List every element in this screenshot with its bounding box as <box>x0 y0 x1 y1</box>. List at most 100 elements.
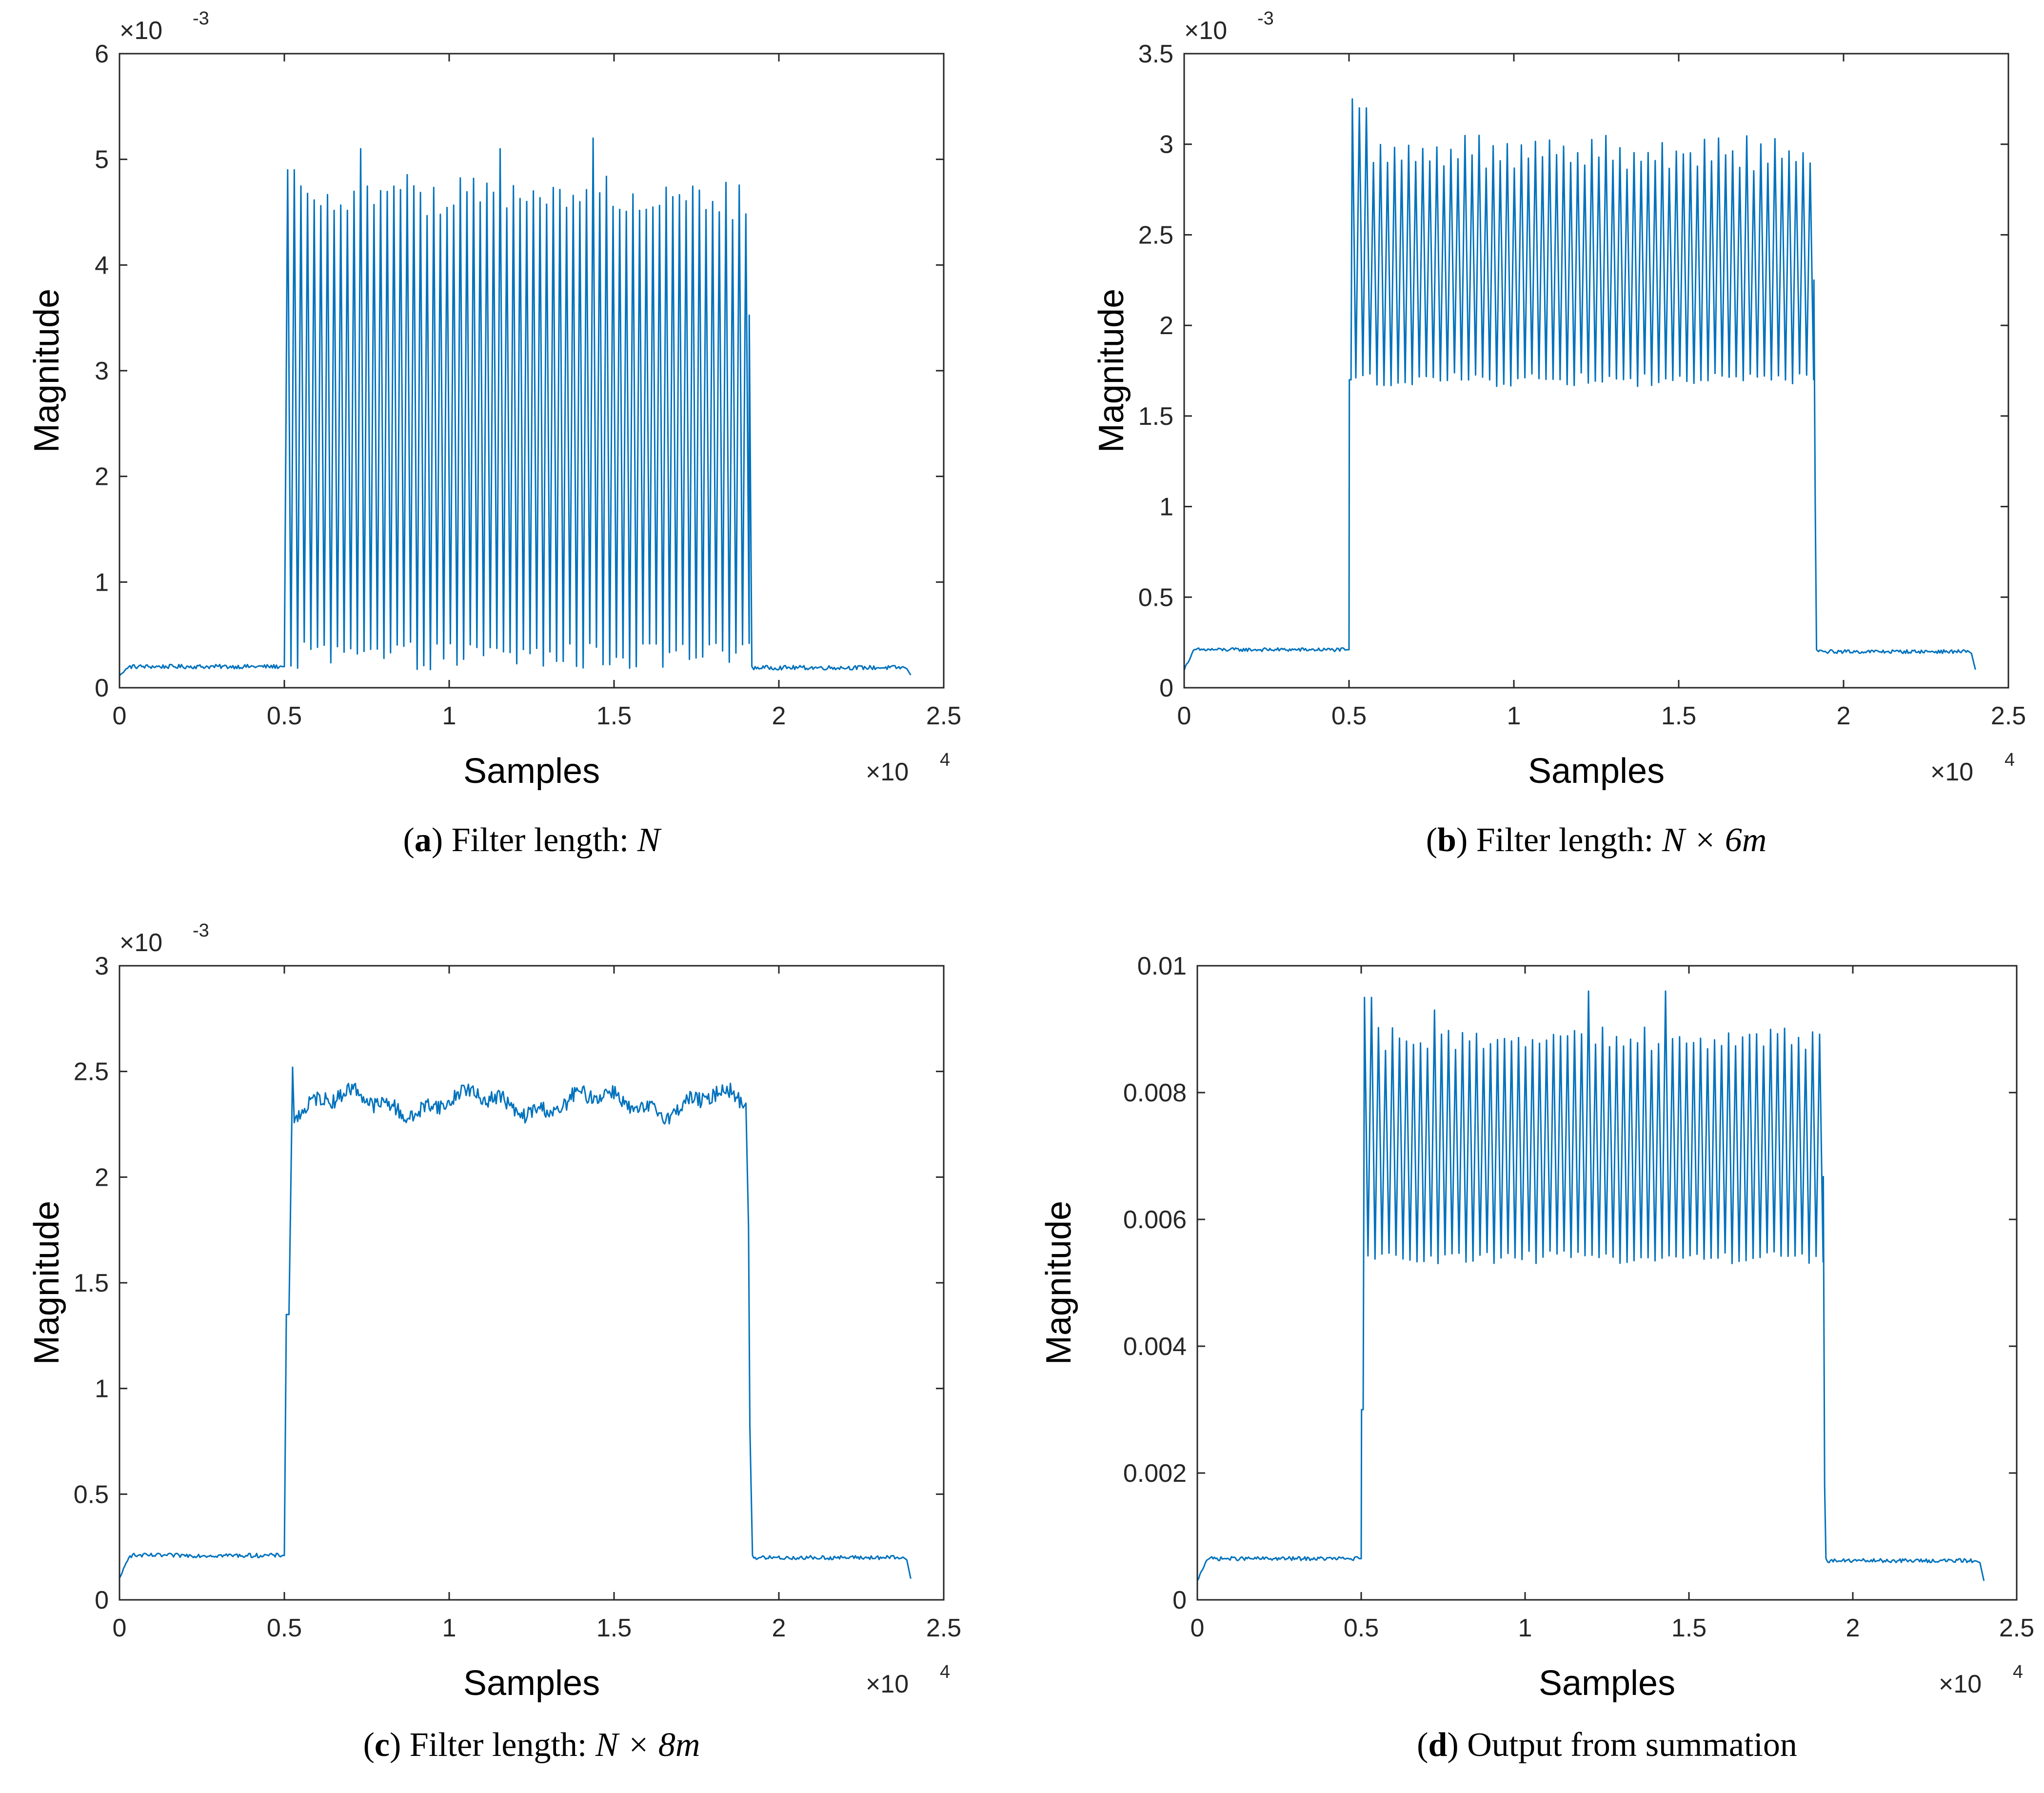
y-axis-exponent-power: -3 <box>1257 8 1274 29</box>
panel-caption: (d) Output from summation <box>1417 1726 1797 1764</box>
y-axis-exponent: ×10 <box>1184 17 1227 45</box>
x-axis-label: Samples <box>1539 1664 1675 1703</box>
y-tick-label: 3.5 <box>1138 40 1173 68</box>
x-tick-label: 0 <box>113 1614 127 1642</box>
axes-box <box>1183 53 2009 689</box>
caption-text: ) Output from summation <box>1447 1726 1797 1764</box>
caption-letter: d <box>1428 1726 1447 1764</box>
y-tick-label: 3 <box>95 952 109 980</box>
x-tick-label: 2 <box>1837 702 1851 730</box>
y-tick-label: 1 <box>1159 493 1173 521</box>
series-line <box>119 137 912 677</box>
caption-letter: a <box>415 821 432 859</box>
y-axis-exponent: ×10 <box>119 17 162 45</box>
y-tick-label: 0.004 <box>1123 1333 1187 1361</box>
caption-math: N × 6m <box>1662 821 1766 859</box>
y-axis-label: Magnitude <box>27 1201 66 1365</box>
x-axis-label: Samples <box>463 752 600 791</box>
y-tick-label: 2 <box>95 1163 109 1192</box>
y-axis-exponent-power: -3 <box>193 8 209 29</box>
y-tick-label: 0 <box>95 674 109 702</box>
x-axis-exponent: ×10 <box>866 1670 909 1698</box>
caption-text: ) Filter length: <box>1456 821 1662 859</box>
x-tick-label: 1 <box>442 1614 456 1642</box>
x-axis-exponent-power: 4 <box>940 750 950 770</box>
y-tick-label: 0.5 <box>74 1480 109 1509</box>
y-tick-label: 0.006 <box>1123 1206 1187 1234</box>
panel-caption: (a) Filter length: N <box>403 821 662 859</box>
chart-panel-c: 0 0.5 1 1.5 2 2.5 0 0.5 1 1.5 2 2.5 3 ×10 4 ×10 -3 Sample… <box>27 920 961 1764</box>
y-tick-label: 2.5 <box>74 1058 109 1086</box>
x-tick-label: 2 <box>772 1614 786 1642</box>
x-tick-label: 1.5 <box>1671 1614 1707 1642</box>
chart-panel-a: 0 0.5 1 1.5 2 2.5 0 1 2 3 4 5 6 ×10 4 ×10 -3 Samples Magni… <box>27 8 961 859</box>
caption-letter: c <box>375 1726 390 1764</box>
caption-paren-open: ( <box>403 821 415 859</box>
y-tick-label: 1 <box>95 1375 109 1403</box>
y-tick-label: 2 <box>95 463 109 491</box>
x-axis-label: Samples <box>1528 752 1665 791</box>
x-axis-exponent: ×10 <box>1939 1670 1982 1698</box>
x-tick-label: 1 <box>442 702 456 730</box>
y-tick-label: 0 <box>1159 674 1173 702</box>
series-line <box>1183 98 1976 671</box>
y-tick-label: 0.01 <box>1137 952 1187 980</box>
y-tick-label: 2.5 <box>1138 221 1173 249</box>
y-tick-label: 1.5 <box>74 1269 109 1297</box>
x-tick-label: 2.5 <box>1991 702 2026 730</box>
x-tick-label: 0 <box>1191 1614 1205 1642</box>
x-tick-label: 0.5 <box>1344 1614 1379 1642</box>
panel-caption: (c) Filter length: N × 8m <box>363 1726 700 1764</box>
caption-letter: b <box>1437 821 1456 859</box>
y-tick-label: 4 <box>95 251 109 279</box>
x-axis-exponent-power: 4 <box>2004 750 2015 770</box>
x-tick-label: 0 <box>113 702 127 730</box>
x-tick-label: 1.5 <box>596 702 632 730</box>
x-axis-label: Samples <box>463 1664 600 1703</box>
y-tick-label: 6 <box>95 40 109 68</box>
caption-math: N <box>637 821 662 859</box>
caption-paren-open: ( <box>363 1726 375 1764</box>
y-tick-label: 0 <box>95 1586 109 1614</box>
y-tick-label: 0.002 <box>1123 1459 1187 1488</box>
x-axis-exponent-power: 4 <box>940 1662 950 1682</box>
x-tick-label: 2 <box>772 702 786 730</box>
y-tick-label: 3 <box>95 357 109 385</box>
y-axis-label: Magnitude <box>27 289 66 453</box>
x-tick-label: 0.5 <box>267 1614 302 1642</box>
x-tick-label: 0.5 <box>267 702 302 730</box>
y-axis-exponent: ×10 <box>119 929 162 957</box>
y-tick-label: 0.008 <box>1123 1079 1187 1107</box>
x-axis-exponent: ×10 <box>1930 758 1973 786</box>
panel-caption: (b) Filter length: N × 6m <box>1426 821 1767 859</box>
x-tick-label: 1.5 <box>1661 702 1696 730</box>
x-axis-exponent: ×10 <box>866 758 909 786</box>
x-axis-exponent-power: 4 <box>2013 1662 2023 1682</box>
caption-math: N × 8m <box>595 1726 700 1764</box>
caption-text: ) Filter length: <box>432 821 637 859</box>
y-tick-label: 0.5 <box>1138 583 1173 612</box>
x-tick-label: 2.5 <box>926 702 961 730</box>
y-tick-label: 1 <box>95 568 109 597</box>
y-axis-exponent-power: -3 <box>193 920 209 941</box>
x-tick-label: 0 <box>1177 702 1191 730</box>
caption-paren-open: ( <box>1426 821 1437 859</box>
x-tick-label: 2.5 <box>926 1614 961 1642</box>
x-tick-label: 1 <box>1507 702 1521 730</box>
axes-box <box>1196 965 2018 1601</box>
series-line <box>1196 990 1985 1581</box>
y-tick-label: 2 <box>1159 312 1173 340</box>
caption-text: ) Filter length: <box>390 1726 595 1764</box>
x-tick-label: 2.5 <box>1999 1614 2034 1642</box>
x-tick-label: 1 <box>1518 1614 1532 1642</box>
y-tick-label: 1.5 <box>1138 402 1173 431</box>
y-axis-label: Magnitude <box>1039 1201 1078 1365</box>
chart-panel-d: 0 0.5 1 1.5 2 2.5 0 0.002 0.004 0.006 0.008 0.01 ×10… <box>1039 952 2034 1764</box>
y-tick-label: 0 <box>1172 1586 1187 1614</box>
x-tick-label: 2 <box>1846 1614 1860 1642</box>
y-axis-label: Magnitude <box>1092 289 1131 453</box>
x-tick-label: 0.5 <box>1331 702 1367 730</box>
x-tick-label: 1.5 <box>596 1614 632 1642</box>
series-line <box>119 1066 912 1579</box>
